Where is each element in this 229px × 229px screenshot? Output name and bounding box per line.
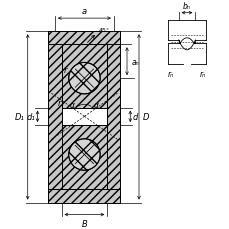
Text: aₙ: aₙ	[131, 57, 138, 66]
Text: α: α	[70, 100, 75, 109]
Text: α: α	[93, 100, 98, 109]
Text: r: r	[57, 98, 61, 107]
Circle shape	[68, 63, 100, 94]
Text: r: r	[63, 66, 67, 75]
Bar	[61, 125, 107, 190]
Text: B: B	[81, 219, 87, 228]
Circle shape	[68, 139, 100, 170]
Text: rₙ: rₙ	[199, 70, 205, 79]
Bar	[48, 32, 120, 45]
Text: 45°: 45°	[98, 27, 109, 33]
Bar	[48, 32, 61, 203]
Bar	[61, 108, 107, 125]
Text: d₁: d₁	[27, 112, 35, 121]
Text: bₙ: bₙ	[182, 2, 190, 11]
Text: D: D	[142, 112, 149, 121]
Text: d: d	[132, 112, 137, 121]
Bar	[61, 45, 107, 108]
Text: rₙ: rₙ	[167, 70, 174, 79]
Text: a: a	[82, 7, 87, 16]
Bar	[61, 45, 107, 190]
Bar	[48, 190, 120, 203]
Bar	[107, 32, 120, 203]
Text: D₁: D₁	[15, 112, 25, 121]
